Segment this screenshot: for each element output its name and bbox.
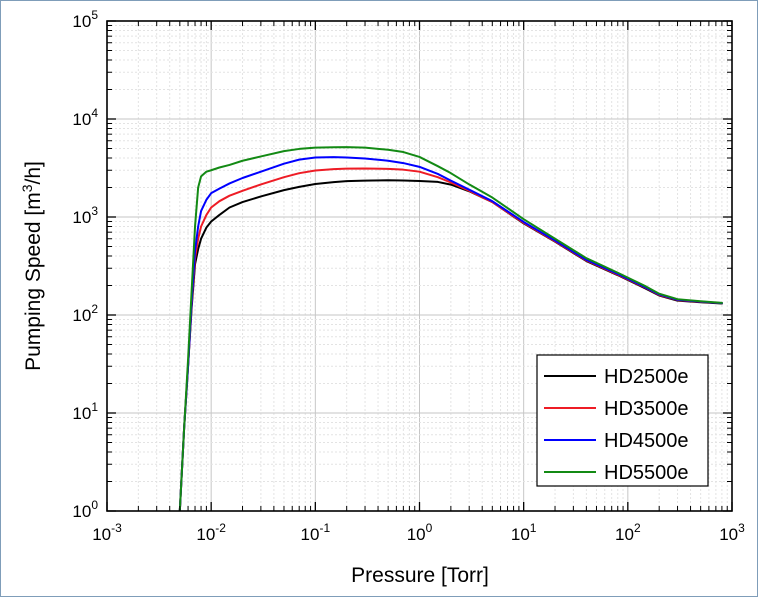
y-tick-label: 101 <box>72 400 98 423</box>
y-tick-label: 102 <box>72 302 98 325</box>
x-tick-label: 101 <box>511 521 537 544</box>
legend-label-hd2500e: HD2500e <box>604 366 689 388</box>
y-tick-label: 100 <box>72 498 98 521</box>
x-tick-label: 10-1 <box>301 521 331 544</box>
legend: HD2500e HD3500e HD4500e HD5500e <box>536 354 709 487</box>
x-tick-label: 103 <box>719 521 745 544</box>
x-tick-label: 102 <box>615 521 641 544</box>
legend-label-hd5500e: HD5500e <box>604 462 689 484</box>
x-tick-label: 100 <box>407 521 433 544</box>
y-tick-label: 104 <box>72 106 98 129</box>
x-tick-label: 10-3 <box>92 521 122 544</box>
legend-label-hd3500e: HD3500e <box>604 398 689 420</box>
x-tick-label: 10-2 <box>196 521 226 544</box>
ticks <box>106 20 733 512</box>
series-line-hd5500e <box>178 146 723 511</box>
x-axis-title: Pressure [Torr] <box>351 564 489 587</box>
y-axis-title: Pumping Speed [m3/h] <box>19 161 45 371</box>
legend-label-hd4500e: HD4500e <box>604 430 689 452</box>
x-tick-labels: 10-3 10-2 10-1 100 101 102 103 <box>92 521 745 544</box>
series-lines <box>178 146 723 511</box>
y-tick-labels: 100 101 102 103 104 105 <box>72 8 98 521</box>
series-line-hd4500e <box>178 156 723 511</box>
y-tick-label: 103 <box>72 204 98 227</box>
y-tick-label: 105 <box>72 8 98 31</box>
